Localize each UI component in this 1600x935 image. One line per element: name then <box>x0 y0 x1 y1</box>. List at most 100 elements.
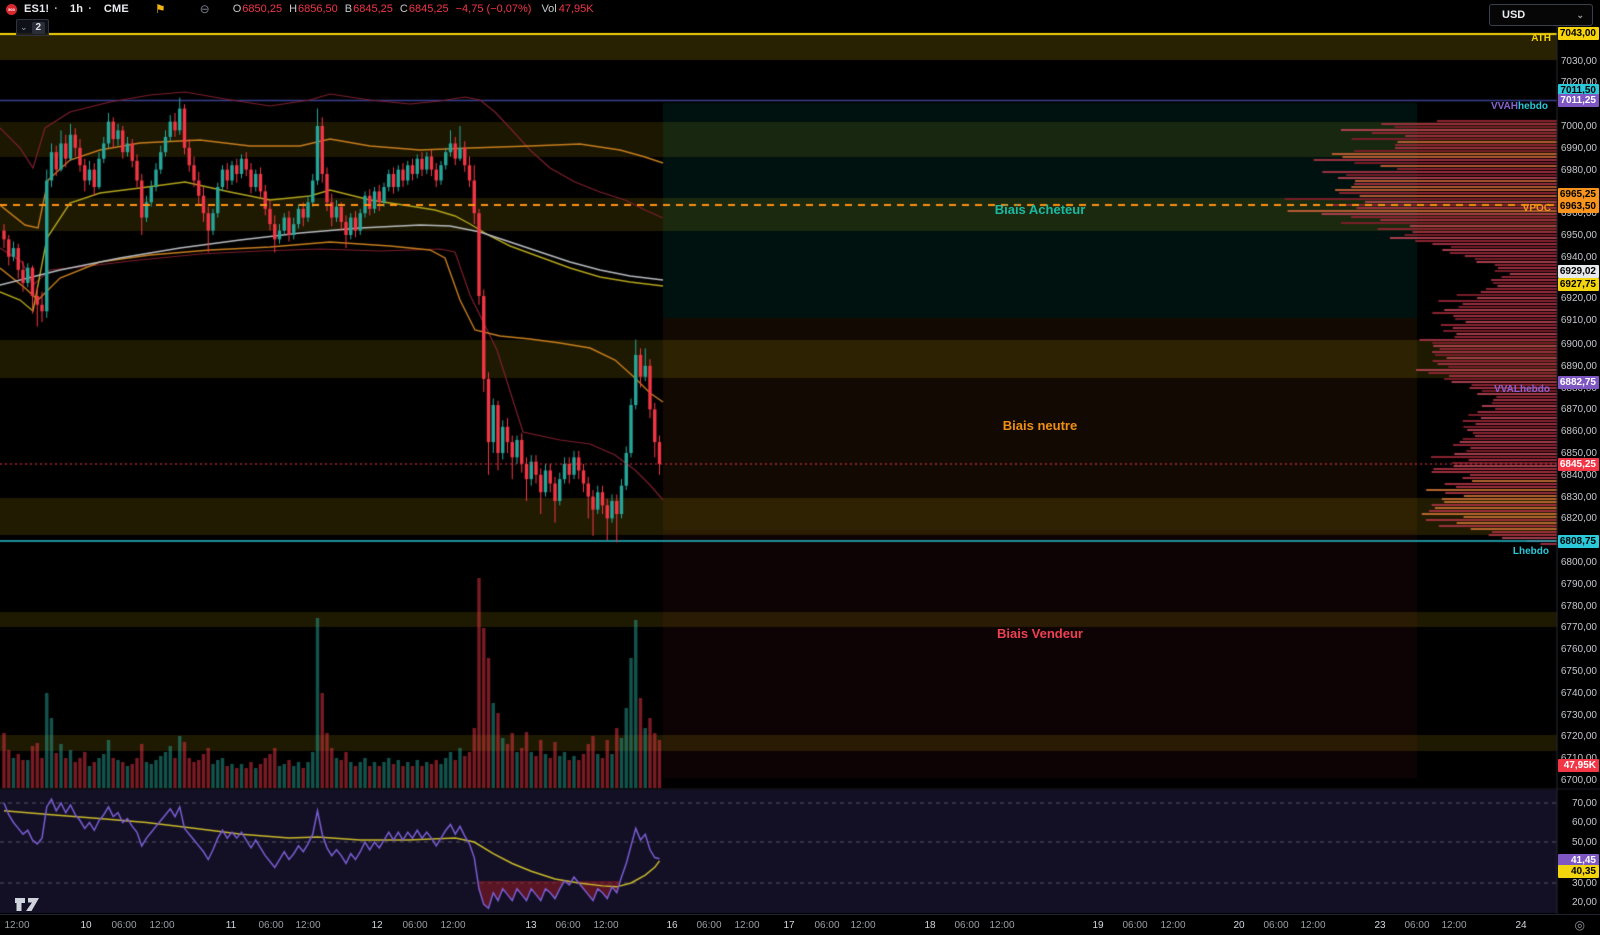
price-label: 6960,00 <box>1560 208 1597 219</box>
time-label-hour: 12:00 <box>850 920 876 931</box>
symbol-title[interactable]: ES1! <box>24 3 50 15</box>
tradingview-logo[interactable] <box>14 896 42 918</box>
time-label-hour: 06:00 <box>954 920 980 931</box>
timeframe-label[interactable]: 1h <box>69 3 84 15</box>
time-label-hour: 12:00 <box>1160 920 1186 931</box>
time-label-hour: 12:00 <box>1300 920 1326 931</box>
circle-minus-icon[interactable]: ⊖ <box>199 2 210 16</box>
time-label-hour: 06:00 <box>1404 920 1430 931</box>
time-label-hour: 12:00 <box>4 920 30 931</box>
price-chip: 6965,25 <box>1558 188 1599 201</box>
price-label: 6990,00 <box>1560 143 1597 154</box>
ohlc-readout: O 6850,25 H 6856,50 B 6845,25 C 6845,25 <box>226 3 449 15</box>
indicators-collapse-badge[interactable]: ⌄ 2 <box>16 19 50 36</box>
price-label: 6860,00 <box>1560 426 1597 437</box>
vah-label-prefix: VVAH <box>1490 101 1518 112</box>
price-label: 7020,00 <box>1560 77 1597 88</box>
price-chip: 6929,02 <box>1558 265 1599 278</box>
time-label-hour: 06:00 <box>555 920 581 931</box>
price-label: 6830,00 <box>1560 492 1597 503</box>
time-label-day: 11 <box>225 920 237 931</box>
currency-value: USD <box>1502 9 1526 21</box>
bias-vendeur-label: Biais Vendeur <box>997 626 1083 641</box>
price-label: 60,00 <box>1571 817 1597 828</box>
title-separator: · <box>88 3 92 15</box>
price-label: 50,00 <box>1571 837 1597 848</box>
price-label: 6920,00 <box>1560 293 1597 304</box>
price-scale[interactable]: 7030,00 7020,00 7000,00 6990,00 6980,00 6960,… <box>1557 18 1600 915</box>
time-label-day: 18 <box>924 920 936 931</box>
bias-neutre-label: Biais neutre <box>1002 418 1078 433</box>
price-label: 6950,00 <box>1560 230 1597 241</box>
time-label-day: 19 <box>1092 920 1104 931</box>
price-label: 6760,00 <box>1560 644 1597 655</box>
price-label: 6900,00 <box>1560 339 1597 350</box>
ohlc-key: B <box>344 3 353 15</box>
indicator-count: 2 <box>31 21 46 34</box>
time-label-day: 17 <box>783 920 795 931</box>
price-chip: 6808,75 <box>1558 535 1599 548</box>
price-label: 6800,00 <box>1560 557 1597 568</box>
ohlc-value: 6856,50 <box>298 3 338 15</box>
ohlc-key: C <box>399 3 408 15</box>
time-label-hour: 06:00 <box>258 920 284 931</box>
time-label-hour: 06:00 <box>1263 920 1289 931</box>
price-label: 6720,00 <box>1560 731 1597 742</box>
currency-selector[interactable]: USD ⌄ <box>1489 4 1593 26</box>
price-label: 6790,00 <box>1560 579 1597 590</box>
ohlc-key: O <box>232 3 242 15</box>
ohlc-value: 6850,25 <box>242 3 283 15</box>
ath-line-label: ATH <box>1531 33 1551 44</box>
price-chip: 6882,75 <box>1558 376 1599 389</box>
volume-value: 47,95K <box>558 3 594 15</box>
price-label: 7030,00 <box>1560 56 1597 67</box>
bias-acheteur-label: Biais Acheteur <box>994 202 1086 217</box>
price-label: 6740,00 <box>1560 688 1597 699</box>
gear-icon[interactable]: ◎ <box>1574 918 1585 932</box>
top-toolbar: 500 ES1! · 1h · CME ⚑ ⊖ O 6850,25 H 6856,50… <box>0 0 1600 18</box>
vpoc-line-label: VPOC <box>1522 203 1551 214</box>
price-label: 30,00 <box>1571 878 1597 889</box>
time-label-hour: 12:00 <box>295 920 321 931</box>
price-chip: 40,35 <box>1558 865 1599 878</box>
price-change: −4,75 (−0,07%) <box>455 3 532 15</box>
price-label: 6730,00 <box>1560 710 1597 721</box>
chevron-down-icon: ⌄ <box>1576 9 1584 20</box>
ohlc-key: H <box>289 3 298 15</box>
time-label-hour: 06:00 <box>111 920 137 931</box>
symbol-logo-icon: 500 <box>6 3 17 15</box>
time-label-hour: 06:00 <box>1122 920 1148 931</box>
price-chip: 7011,50 <box>1558 84 1599 97</box>
volume-label: Vol <box>541 3 557 15</box>
ohlc-value: 6845,25 <box>408 3 449 15</box>
price-label: 6940,00 <box>1560 252 1597 263</box>
time-label-hour: 12:00 <box>440 920 466 931</box>
title-separator: · <box>54 3 58 15</box>
price-label: 6980,00 <box>1560 165 1597 176</box>
flag-icon[interactable]: ⚑ <box>154 2 166 16</box>
price-chip: 7043,00 <box>1558 27 1599 40</box>
time-label-day: 10 <box>80 920 92 931</box>
price-label: 6700,00 <box>1560 775 1597 786</box>
price-label: 6820,00 <box>1560 513 1597 524</box>
price-label: 6780,00 <box>1560 601 1597 612</box>
price-label: 7000,00 <box>1560 121 1597 132</box>
time-label-hour: 12:00 <box>1441 920 1467 931</box>
vah-label-suffix: hebdo <box>1518 101 1548 112</box>
price-label: 70,00 <box>1571 798 1597 809</box>
time-label-hour: 12:00 <box>593 920 619 931</box>
time-scale[interactable]: ◎ 12:00 10 06:00 12:00 11 06:00 12:00 12 06:00 12… <box>0 914 1600 935</box>
price-label: 6710,00 <box>1561 752 1597 765</box>
price-chip: 6927,75 <box>1558 278 1599 291</box>
price-chip: 6963,50 <box>1558 200 1599 213</box>
time-label-hour: 06:00 <box>814 920 840 931</box>
chevron-down-icon: ⌄ <box>20 22 28 32</box>
time-label-hour: 12:00 <box>989 920 1015 931</box>
time-label-day: 13 <box>525 920 537 931</box>
time-label-day: 16 <box>666 920 678 931</box>
ohlc-value: 6845,25 <box>353 3 393 15</box>
price-label: 6870,00 <box>1560 404 1597 415</box>
exchange-label: CME <box>103 3 129 15</box>
price-chip: 47,95K <box>1558 759 1599 772</box>
